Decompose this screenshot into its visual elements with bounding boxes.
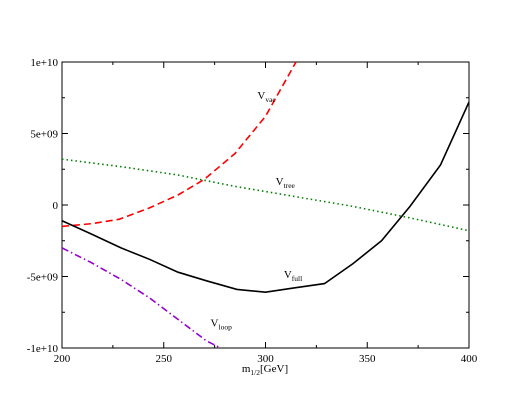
series-label-main: V	[284, 269, 292, 281]
series-lines	[62, 62, 469, 348]
x-axis-title-main: m	[242, 363, 251, 375]
series-label-vac: Vvac	[257, 90, 276, 104]
series-label-sub: loop	[219, 323, 233, 332]
series-label-main: V	[211, 318, 219, 330]
x-tick-label: 350	[359, 353, 376, 365]
series-label-main: V	[257, 90, 265, 102]
x-tick-label: 400	[461, 353, 478, 365]
y-tick-label: -5e+09	[27, 272, 59, 284]
x-axis-title-unit: [GeV]	[260, 363, 288, 375]
series-label-sub: tree	[284, 181, 296, 190]
series-label-sub: full	[292, 274, 302, 283]
y-tick-label: 5e+09	[30, 129, 58, 141]
series-label-main: V	[276, 176, 284, 188]
series-line-vac	[62, 62, 297, 228]
series-line-loop	[62, 247, 222, 348]
x-tick-label: 200	[54, 353, 71, 365]
x-axis-title: m1/2[GeV]	[242, 363, 288, 377]
series-line-tree	[62, 158, 469, 232]
x-tick-label: 300	[257, 353, 274, 365]
y-tick-label: 1e+10	[30, 57, 58, 69]
series-label-full: Vfull	[284, 269, 302, 283]
y-tick-label: -1e+10	[27, 343, 59, 355]
series-label-tree: Vtree	[276, 176, 296, 190]
axis-ticks: 200 250 300 350 400 -1e+10 -5e+09 0 5e+09 1e+10	[27, 57, 478, 365]
x-axis-title-sub: 1/2	[250, 368, 260, 377]
series-label-loop: Vloop	[211, 318, 233, 332]
plot-frame	[61, 61, 470, 349]
series-label-sub: vac	[265, 95, 276, 104]
series-line-full	[62, 101, 469, 294]
y-tick-label: 0	[53, 200, 59, 212]
x-tick-label: 250	[156, 353, 173, 365]
